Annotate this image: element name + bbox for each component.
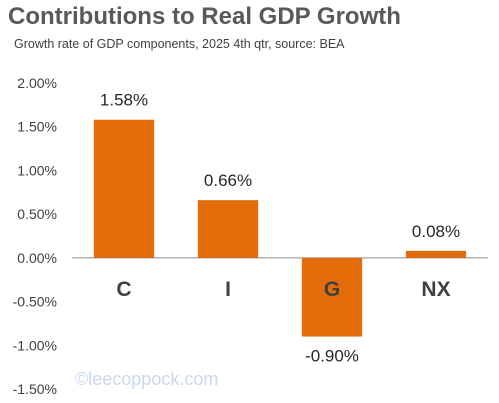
y-tick-label: -0.50%	[13, 294, 57, 310]
y-tick-label: 2.00%	[17, 75, 57, 91]
chart-title: Contributions to Real GDP Growth	[8, 3, 401, 30]
category-label: G	[324, 278, 340, 301]
y-tick-label: -1.50%	[13, 381, 57, 397]
chart-subtitle: Growth rate of GDP components, 2025 4th …	[14, 37, 345, 51]
category-label: C	[116, 278, 131, 301]
y-tick-label: 0.00%	[17, 250, 57, 266]
bar-g	[301, 257, 363, 337]
data-label: 0.08%	[412, 222, 460, 241]
data-label: 1.58%	[100, 91, 148, 110]
y-axis-ticks: 2.00% 1.50% 1.00% 0.50% 0.00% -0.50% -1.00% -1.…	[13, 75, 57, 397]
y-tick-label: 1.50%	[17, 119, 57, 135]
y-tick-label: 1.00%	[17, 162, 57, 178]
data-label: -0.90%	[305, 347, 359, 366]
data-labels: 1.58% 0.66% -0.90% 0.08%	[100, 91, 460, 366]
y-tick-label: -1.00%	[13, 337, 57, 353]
bars	[93, 119, 467, 337]
category-label: I	[225, 278, 231, 301]
bar-nx	[405, 250, 467, 258]
y-tick-label: 0.50%	[17, 206, 57, 222]
bar-c	[93, 119, 155, 258]
watermark: ©leecoppock.com	[75, 369, 218, 389]
category-label: NX	[421, 278, 450, 301]
category-labels: C I G NX	[116, 278, 450, 301]
data-label: 0.66%	[204, 171, 252, 190]
bar-i	[197, 200, 259, 258]
